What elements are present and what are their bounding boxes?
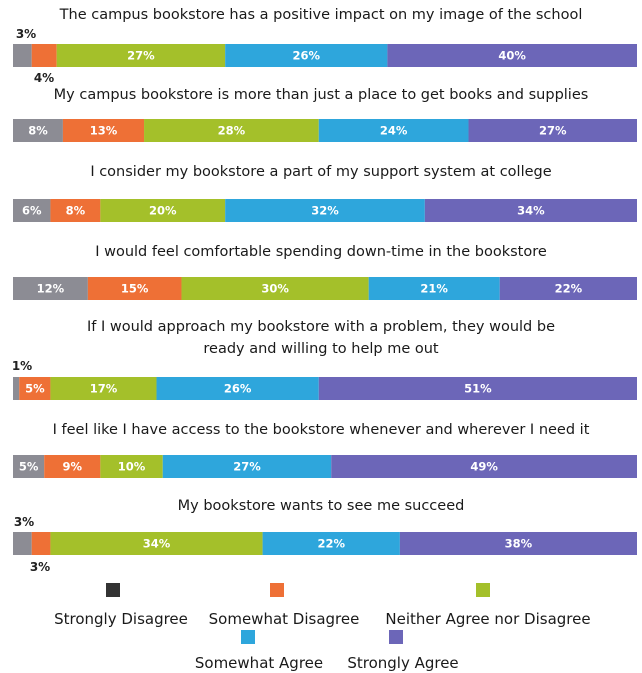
bar-title: I feel like I have access to the booksto… <box>53 422 590 438</box>
bar-segment <box>44 455 101 478</box>
bar-segment <box>13 119 63 142</box>
data-label: 17% <box>90 382 118 396</box>
bar-segment <box>225 44 388 67</box>
data-label: 27% <box>539 124 567 138</box>
legend-swatch <box>241 630 255 644</box>
data-label: 24% <box>380 124 408 138</box>
data-label: 51% <box>464 382 492 396</box>
bar-title: My campus bookstore is more than just a … <box>54 87 589 103</box>
bar-title: My bookstore wants to see me succeed <box>178 498 465 514</box>
bar-segment <box>181 277 369 300</box>
data-label: 27% <box>233 460 261 474</box>
data-label: 8% <box>66 204 86 218</box>
bar-segment <box>368 277 500 300</box>
bar-title: If I would approach my bookstore with a … <box>87 319 555 335</box>
data-label: 30% <box>261 282 289 296</box>
data-label: 13% <box>90 124 118 138</box>
data-label: 22% <box>555 282 583 296</box>
bar-segment <box>87 277 182 300</box>
data-label: 3% <box>30 560 50 574</box>
bar-segment <box>31 44 57 67</box>
data-label: 3% <box>14 515 34 529</box>
data-label: 26% <box>293 49 321 63</box>
bar-segment <box>62 119 145 142</box>
bar-title: The campus bookstore has a positive impa… <box>59 7 583 23</box>
bar-segment <box>31 532 51 555</box>
bar-segment <box>100 455 163 478</box>
data-label: 6% <box>22 204 42 218</box>
legend-label: Somewhat Agree <box>195 654 323 672</box>
data-label: 12% <box>37 282 65 296</box>
bar-segment <box>13 532 32 555</box>
data-label: 1% <box>12 359 32 373</box>
data-label: 38% <box>505 537 533 551</box>
data-label: 3% <box>16 27 36 41</box>
data-label: 49% <box>470 460 498 474</box>
bar-segment <box>50 532 263 555</box>
data-label: 32% <box>311 204 339 218</box>
bar-segment <box>156 377 319 400</box>
bar-segment <box>19 377 51 400</box>
bar-segment <box>424 199 637 222</box>
bar-segment <box>13 44 32 67</box>
bar-segment <box>318 377 637 400</box>
legend-label: Neither Agree nor Disagree <box>385 610 590 628</box>
bar-segment <box>144 119 319 142</box>
bar-segment <box>399 532 637 555</box>
legend-label: Strongly Disagree <box>54 610 188 628</box>
legend-swatch <box>389 630 403 644</box>
bar-segment <box>50 199 101 222</box>
data-label: 26% <box>224 382 252 396</box>
bar-segment <box>162 455 332 478</box>
bar-segment <box>56 44 226 67</box>
data-label: 34% <box>143 537 171 551</box>
data-label: 5% <box>25 382 45 396</box>
data-label: 8% <box>28 124 48 138</box>
bar-segment <box>100 199 226 222</box>
bar-segment <box>13 199 51 222</box>
legend-label: Somewhat Disagree <box>209 610 360 628</box>
bar-title: ready and willing to help me out <box>203 341 439 357</box>
bar-title: I consider my bookstore a part of my sup… <box>90 164 551 180</box>
data-label: 27% <box>127 49 155 63</box>
legend-label: Strongly Agree <box>347 654 458 672</box>
data-label: 15% <box>121 282 149 296</box>
data-label: 21% <box>420 282 448 296</box>
bar-segment <box>499 277 637 300</box>
data-label: 40% <box>498 49 526 63</box>
bar-segment <box>387 44 637 67</box>
bar-segment <box>225 199 425 222</box>
data-label: 34% <box>517 204 545 218</box>
data-label: 28% <box>218 124 246 138</box>
bar-title: I would feel comfortable spending down-t… <box>95 244 547 260</box>
data-label: 20% <box>149 204 177 218</box>
bar-segment <box>50 377 157 400</box>
legend-swatch <box>270 583 284 597</box>
bar-segment <box>13 455 45 478</box>
bar-segment <box>468 119 637 142</box>
data-label: 9% <box>63 460 83 474</box>
data-label: 10% <box>118 460 146 474</box>
legend-swatch <box>476 583 490 597</box>
data-label: 4% <box>34 71 54 85</box>
data-label: 5% <box>19 460 39 474</box>
bar-segment <box>13 377 20 400</box>
bar-segment <box>13 277 88 300</box>
bar-segment <box>331 455 637 478</box>
bar-segment <box>318 119 469 142</box>
bar-segment <box>262 532 400 555</box>
legend-swatch <box>106 583 120 597</box>
data-label: 22% <box>317 537 345 551</box>
